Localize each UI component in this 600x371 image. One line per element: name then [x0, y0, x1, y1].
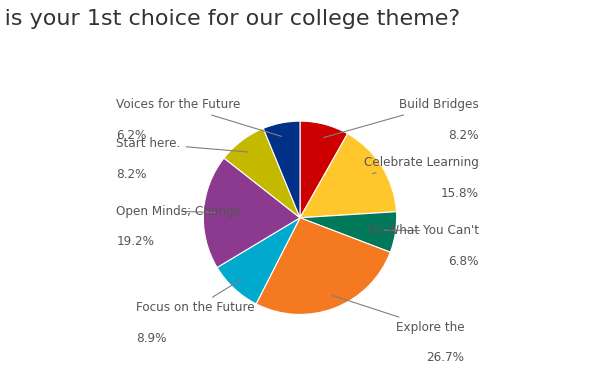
- Text: Do What You Can't: Do What You Can't: [367, 224, 479, 237]
- Text: Start here.: Start here.: [116, 137, 248, 152]
- Wedge shape: [263, 121, 300, 218]
- Text: 6.2%: 6.2%: [116, 129, 147, 142]
- Text: Open Minds; Change: Open Minds; Change: [116, 205, 241, 218]
- Wedge shape: [256, 218, 391, 315]
- Text: Celebrate Learning: Celebrate Learning: [364, 157, 479, 174]
- Text: 15.8%: 15.8%: [441, 187, 479, 200]
- Text: 19.2%: 19.2%: [116, 235, 154, 248]
- Text: 8.2%: 8.2%: [116, 168, 147, 181]
- Wedge shape: [300, 134, 397, 218]
- Text: Explore the: Explore the: [332, 295, 464, 334]
- Text: Focus on the Future: Focus on the Future: [136, 279, 254, 315]
- Text: 8.9%: 8.9%: [136, 332, 166, 345]
- Text: 6.8%: 6.8%: [448, 255, 479, 267]
- Text: Voices for the Future: Voices for the Future: [116, 98, 281, 137]
- Text: Build Bridges: Build Bridges: [323, 98, 479, 138]
- Wedge shape: [203, 158, 300, 267]
- Text: 8.2%: 8.2%: [448, 129, 479, 142]
- Wedge shape: [217, 218, 300, 304]
- Text: 26.7%: 26.7%: [427, 351, 464, 364]
- Wedge shape: [300, 121, 347, 218]
- Wedge shape: [300, 212, 397, 252]
- Text: What is your 1st choice for our college theme?: What is your 1st choice for our college …: [0, 9, 460, 29]
- Wedge shape: [224, 128, 300, 218]
